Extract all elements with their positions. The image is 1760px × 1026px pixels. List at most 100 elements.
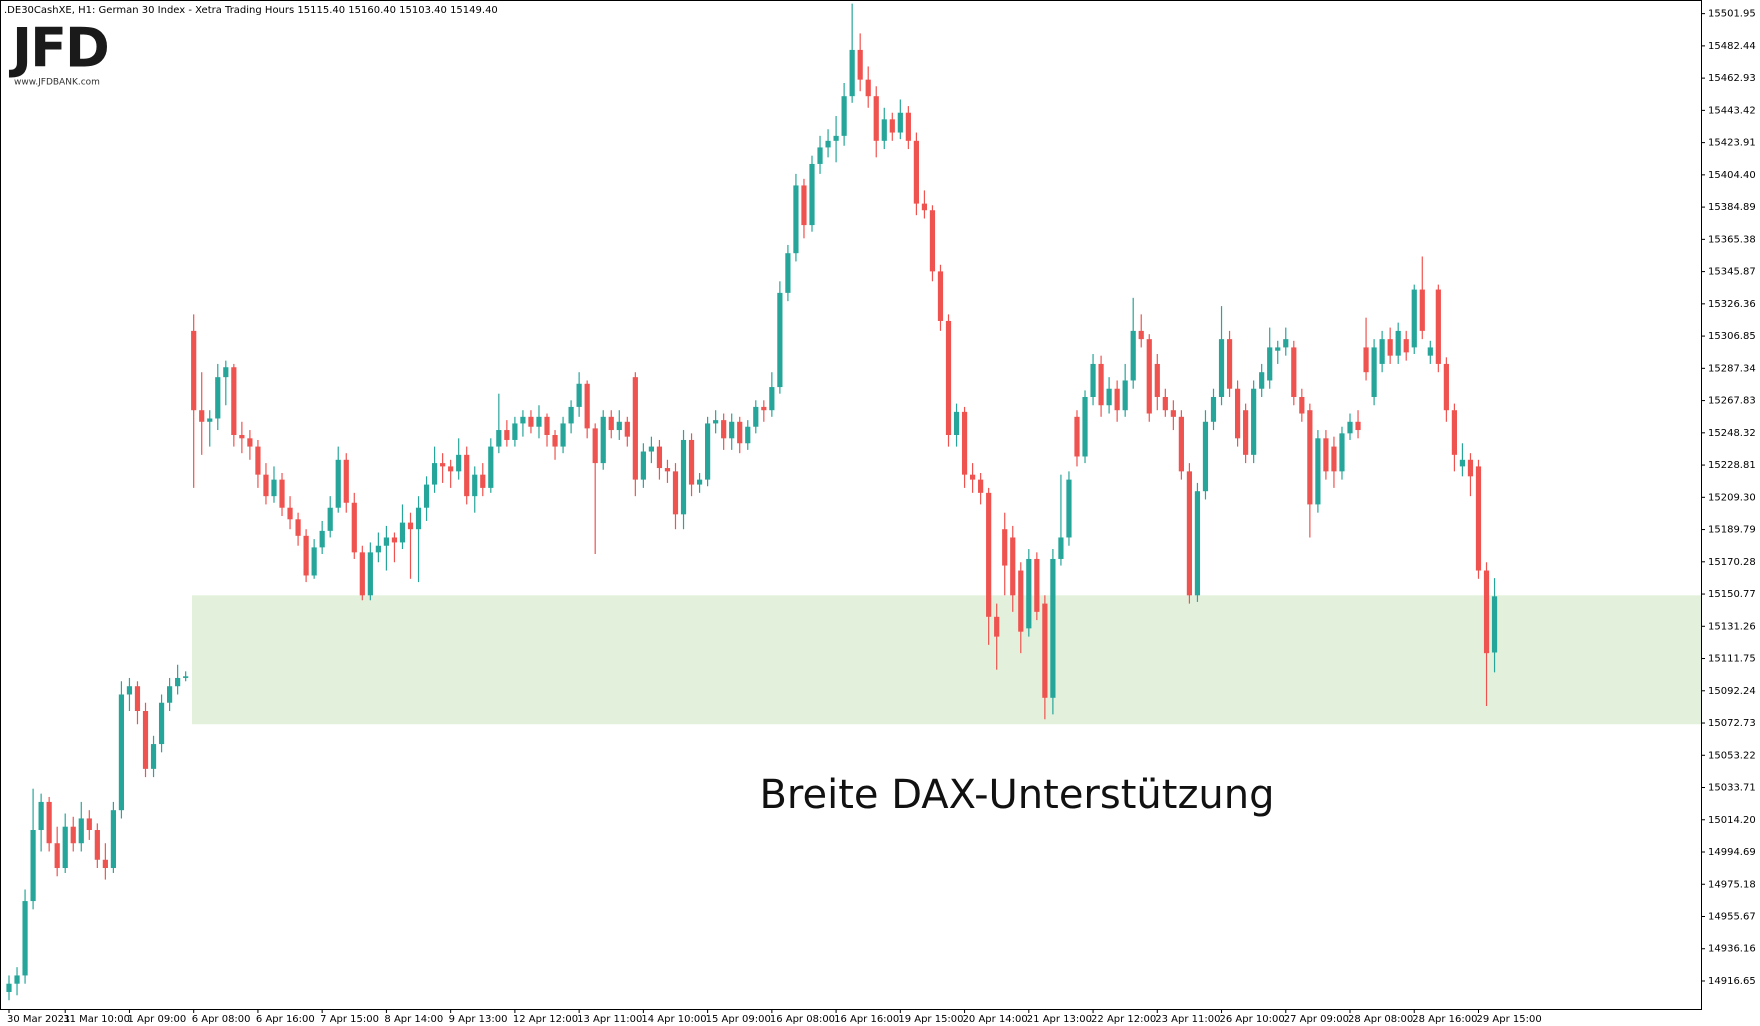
y-tick-label: 15423.91 — [1708, 138, 1756, 149]
candle-body — [624, 421, 630, 437]
candle-body — [833, 135, 839, 141]
x-tick-label: 15 Apr 09:00 — [706, 1014, 771, 1025]
candle-body — [1291, 347, 1297, 397]
candle-body — [640, 451, 646, 480]
candle-body — [857, 49, 863, 80]
candle-body — [247, 438, 253, 447]
candle-body — [14, 975, 20, 984]
candle-body — [817, 147, 823, 164]
x-tick-label: 8 Apr 14:00 — [384, 1014, 443, 1025]
support-zone — [192, 595, 1701, 725]
candle-body — [576, 383, 582, 407]
candle-body — [1154, 363, 1160, 397]
candle-body — [86, 818, 92, 831]
candle-body — [937, 271, 944, 321]
candle-body — [721, 420, 727, 439]
y-tick-label: 15189.79 — [1708, 525, 1756, 536]
candle-body — [175, 677, 181, 687]
candle-body — [616, 421, 622, 431]
candle-body — [656, 446, 663, 469]
candle-body — [552, 435, 558, 447]
candle-body — [504, 430, 510, 440]
candle-body — [496, 430, 502, 447]
y-tick-label: 15501.95 — [1708, 9, 1756, 20]
candle-body — [448, 466, 454, 472]
y-tick-label: 14955.67 — [1708, 911, 1756, 922]
candle-body — [1034, 558, 1040, 612]
y-tick-label: 14916.65 — [1708, 976, 1756, 987]
candle-body — [207, 418, 213, 422]
candle-body — [480, 474, 486, 488]
candle-body — [961, 411, 968, 475]
candle-body — [1178, 416, 1184, 472]
candle-body — [1419, 289, 1425, 331]
candle-body — [191, 330, 197, 411]
candle-body — [415, 507, 422, 530]
y-tick-label: 15345.87 — [1708, 267, 1756, 278]
candle-body — [945, 320, 952, 436]
candle-body — [632, 377, 638, 480]
candle-body — [1074, 416, 1080, 457]
candle-body — [1459, 459, 1466, 467]
candle-body — [488, 446, 494, 488]
candle-body — [1202, 421, 1209, 492]
candle-body — [921, 203, 928, 211]
candle-body — [263, 474, 269, 497]
x-tick-label: 21 Apr 13:00 — [1027, 1014, 1092, 1025]
candle-body — [343, 459, 349, 503]
candle-body — [568, 406, 574, 424]
candle-body — [1275, 347, 1281, 351]
y-tick-label: 15131.26 — [1708, 621, 1756, 632]
x-tick-label: 30 Mar 2021 — [7, 1014, 70, 1025]
candle-body — [335, 459, 341, 508]
y-tick-label: 15228.81 — [1708, 460, 1756, 471]
candle-body — [279, 479, 285, 508]
candle-body — [431, 463, 438, 485]
y-tick-label: 15404.40 — [1708, 170, 1756, 181]
candle-body — [1355, 421, 1361, 431]
x-tick-label: 23 Apr 11:00 — [1155, 1014, 1220, 1025]
candle-body — [94, 830, 100, 860]
candle-body — [1018, 570, 1024, 632]
y-tick-label: 14975.18 — [1708, 879, 1756, 890]
candle-body — [600, 416, 606, 464]
x-tick-label: 27 Apr 09:00 — [1284, 1014, 1349, 1025]
candle-body — [199, 410, 205, 422]
y-tick-label: 15443.42 — [1708, 105, 1756, 116]
y-tick-label: 15150.77 — [1708, 589, 1756, 600]
y-tick-label: 15033.71 — [1708, 783, 1756, 794]
x-tick-label: 26 Apr 10:00 — [1220, 1014, 1285, 1025]
annotation: Breite DAX-Unterstützung — [759, 772, 1274, 818]
y-tick-label: 15287.34 — [1708, 363, 1756, 374]
candle-body — [1010, 537, 1016, 596]
candle-body — [785, 253, 791, 293]
candle-body — [1090, 363, 1096, 397]
candle-body — [753, 406, 759, 427]
candle-body — [761, 406, 767, 411]
candle-body — [142, 711, 149, 769]
candle-body — [1194, 491, 1201, 596]
candle-body — [1251, 388, 1257, 455]
x-tick-label: 16 Apr 08:00 — [770, 1014, 835, 1025]
candle-layer — [6, 3, 1498, 1001]
candle-body — [978, 479, 984, 493]
candle-body — [287, 507, 293, 520]
x-tick-label: 28 Apr 08:00 — [1348, 1014, 1413, 1025]
candle-body — [592, 428, 598, 464]
candle-body — [953, 411, 960, 436]
y-tick-label: 15170.28 — [1708, 557, 1756, 568]
candle-body — [512, 423, 518, 440]
candle-body — [150, 744, 157, 769]
candle-body — [849, 49, 855, 97]
y-tick-label: 15482.44 — [1708, 41, 1756, 52]
candle-body — [383, 537, 390, 546]
candle-body — [584, 383, 590, 429]
candle-body — [351, 502, 357, 553]
candle-body — [231, 367, 237, 436]
candle-body — [1050, 558, 1056, 698]
y-tick-label: 14994.69 — [1708, 847, 1756, 858]
candle-body — [359, 552, 365, 596]
candle-body — [1387, 339, 1393, 356]
candle-body — [1323, 438, 1329, 472]
